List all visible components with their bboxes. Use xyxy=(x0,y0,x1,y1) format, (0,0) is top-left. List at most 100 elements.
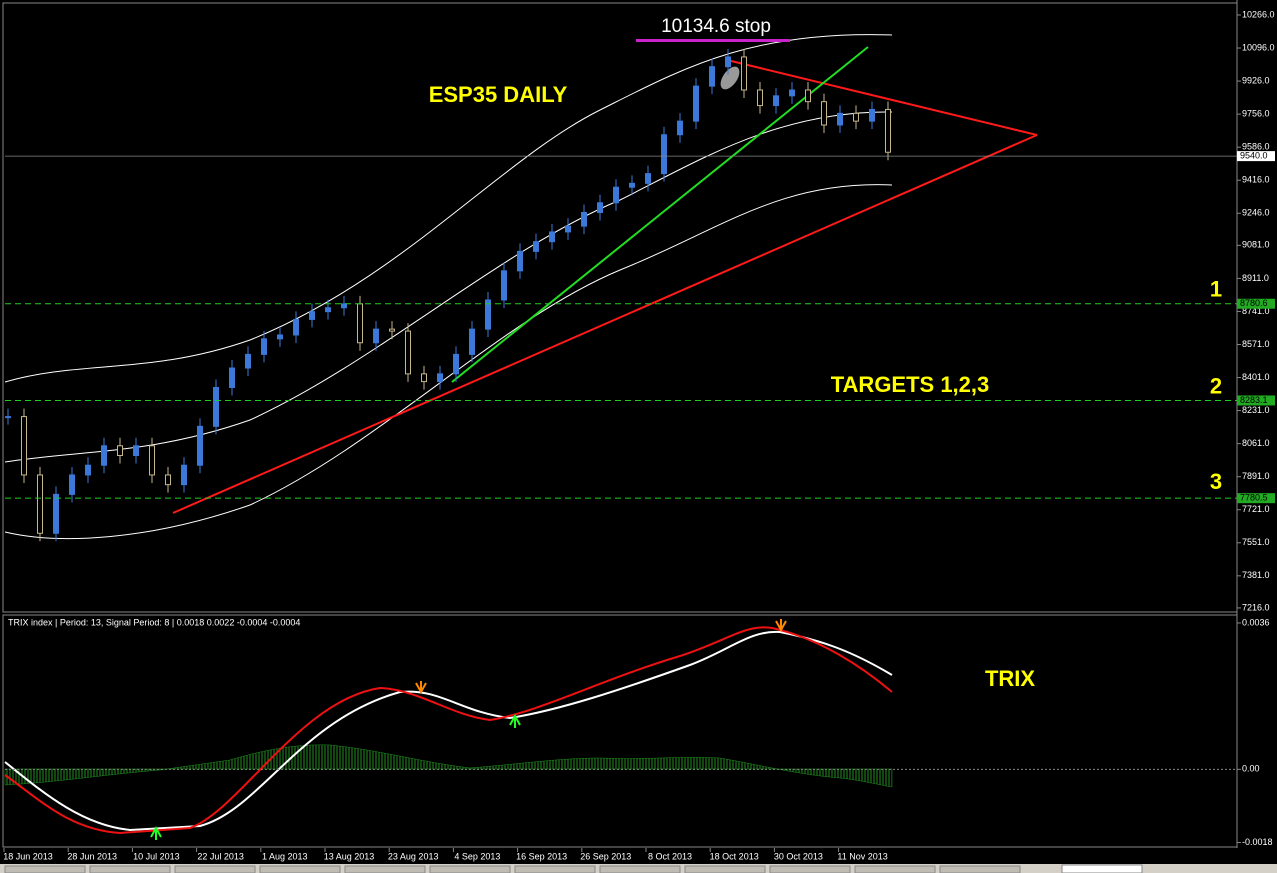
x-tick-label: 4 Sep 2013 xyxy=(454,851,500,861)
marker xyxy=(720,66,740,90)
candle xyxy=(213,386,219,427)
level-box xyxy=(1237,395,1275,406)
candle xyxy=(613,186,619,204)
tab[interactable] xyxy=(514,865,596,873)
y-tick-label: 9081.0 xyxy=(1242,240,1270,250)
x-tick-label: 22 Jul 2013 xyxy=(197,851,244,861)
trix-line xyxy=(4,630,893,832)
y-tick-label: 7551.0 xyxy=(1242,537,1270,547)
candle xyxy=(117,445,123,457)
candle xyxy=(341,303,347,309)
candle xyxy=(405,330,411,375)
level-label: 7780.5 xyxy=(1240,493,1268,503)
tab[interactable] xyxy=(4,865,86,873)
trix-label: TRIX xyxy=(985,666,1035,691)
candle xyxy=(309,311,315,320)
y-tick-label: 8741.0 xyxy=(1242,306,1270,316)
candle xyxy=(501,270,507,301)
level-label: 8780.6 xyxy=(1240,298,1268,308)
tab[interactable] xyxy=(939,865,1021,873)
target-number: 1 xyxy=(1210,277,1222,302)
candle xyxy=(741,56,747,91)
tab[interactable] xyxy=(684,865,766,873)
x-tick-label: 16 Sep 2013 xyxy=(516,851,567,861)
trix-plot xyxy=(4,619,893,840)
candle xyxy=(645,173,651,184)
candle xyxy=(837,112,843,126)
sell-arrow xyxy=(775,619,787,633)
candle xyxy=(5,416,11,419)
candle xyxy=(85,464,91,476)
candle xyxy=(181,464,187,486)
candle xyxy=(277,334,283,340)
y-tick-label: 9586.0 xyxy=(1242,142,1270,152)
targets-label: TARGETS 1,2,3 xyxy=(831,372,990,397)
candle xyxy=(757,89,763,107)
candle xyxy=(853,112,859,122)
y-tick-label: 8061.0 xyxy=(1242,438,1270,448)
trix-signal xyxy=(4,626,893,835)
candle xyxy=(725,56,731,68)
y-tick-label: 10266.0 xyxy=(1242,9,1275,19)
candle xyxy=(421,373,427,383)
tab[interactable] xyxy=(429,865,511,873)
candle xyxy=(565,225,571,233)
x-tick-label: 30 Oct 2013 xyxy=(774,851,823,861)
y-tick-label: 9756.0 xyxy=(1242,108,1270,118)
x-tick-label: 13 Aug 2013 xyxy=(324,851,375,861)
tab[interactable] xyxy=(854,865,936,873)
x-tick-label: 8 Oct 2013 xyxy=(648,851,692,861)
y-tick-label: 9926.0 xyxy=(1242,75,1270,85)
tab[interactable] xyxy=(344,865,426,873)
trix-header: TRIX index | Period: 13, Signal Period: … xyxy=(8,617,300,627)
candle xyxy=(149,445,155,476)
x-tick-label: 10 Jul 2013 xyxy=(133,851,180,861)
tab[interactable] xyxy=(599,865,681,873)
tab-active[interactable] xyxy=(1061,864,1143,873)
candle xyxy=(229,367,235,388)
y-tick-label: 8401.0 xyxy=(1242,372,1270,382)
candle xyxy=(245,353,251,369)
target-number: 3 xyxy=(1210,469,1222,494)
tab[interactable] xyxy=(174,865,256,873)
candle xyxy=(549,231,555,243)
y-tick-label: 7721.0 xyxy=(1242,504,1270,514)
price-plot xyxy=(4,34,1038,542)
level-box xyxy=(1237,493,1275,504)
candle xyxy=(869,108,875,122)
candle xyxy=(533,241,539,252)
price-box xyxy=(1237,151,1275,162)
candle xyxy=(437,373,443,383)
y-tick-label: 7381.0 xyxy=(1242,570,1270,580)
candle xyxy=(357,303,363,344)
tab[interactable] xyxy=(259,865,341,873)
candle xyxy=(197,425,203,466)
trendline xyxy=(172,134,1038,514)
y-tick-label: 8571.0 xyxy=(1242,339,1270,349)
candle xyxy=(21,416,27,476)
x-tick-label: 18 Jun 2013 xyxy=(3,851,53,861)
x-tick-label: 1 Aug 2013 xyxy=(262,851,308,861)
candle xyxy=(373,328,379,344)
buy-arrow xyxy=(150,825,162,840)
candle xyxy=(885,108,891,153)
candle xyxy=(485,299,491,330)
trendline xyxy=(451,46,869,383)
candle xyxy=(821,101,827,126)
chart-title: ESP35 DAILY xyxy=(429,82,568,107)
x-tick-label: 18 Oct 2013 xyxy=(710,851,759,861)
candle xyxy=(773,95,779,107)
tab[interactable] xyxy=(769,865,851,873)
candle xyxy=(101,445,107,466)
candle xyxy=(325,307,331,313)
candle xyxy=(261,338,267,355)
candle xyxy=(709,66,715,87)
trendline xyxy=(726,59,1038,136)
tab[interactable] xyxy=(89,865,171,873)
candle xyxy=(469,328,475,355)
candle xyxy=(389,328,395,332)
current-price-label: 9540.0 xyxy=(1240,150,1268,160)
tab-bar xyxy=(0,864,1277,873)
x-tick-label: 23 Aug 2013 xyxy=(388,851,439,861)
